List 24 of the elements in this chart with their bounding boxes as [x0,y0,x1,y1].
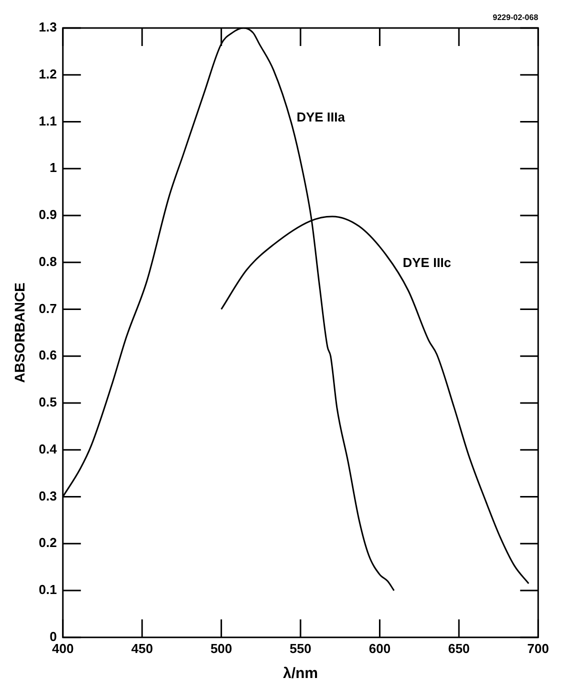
y-tick-label: 1 [50,160,57,176]
y-tick-label: 0.4 [38,441,58,456]
y-tick-label: 0.8 [38,254,57,269]
x-axis-title: λ/nm [283,665,318,682]
annotation: DYE IIIa [296,110,346,125]
y-tick-label: 1.2 [38,66,57,82]
x-tick-label: 450 [131,640,153,656]
y-tick-label: 0.5 [38,394,57,410]
x-tick-label: 650 [448,640,470,656]
y-axis-title: ABSORBANCE [11,282,28,383]
y-tick-label: 0.6 [38,348,57,363]
y-tick-label: 0.9 [38,207,57,222]
y-tick-label: 0.1 [38,582,57,598]
y-tick-label: 1.1 [38,113,57,128]
x-tick-label: 600 [368,640,391,656]
y-tick-label: 0.7 [38,300,57,316]
annotation: DYE IIIc [402,254,452,270]
x-tick-label: 550 [290,640,312,656]
y-tick-label: 0.2 [38,535,57,550]
y-tick-label: 0.3 [38,488,57,504]
y-tick-label: 1.3 [38,20,57,35]
text: 9229-02-068 [492,13,539,22]
x-tick-label: 500 [210,640,232,656]
x-tick-label: 700 [527,640,550,656]
